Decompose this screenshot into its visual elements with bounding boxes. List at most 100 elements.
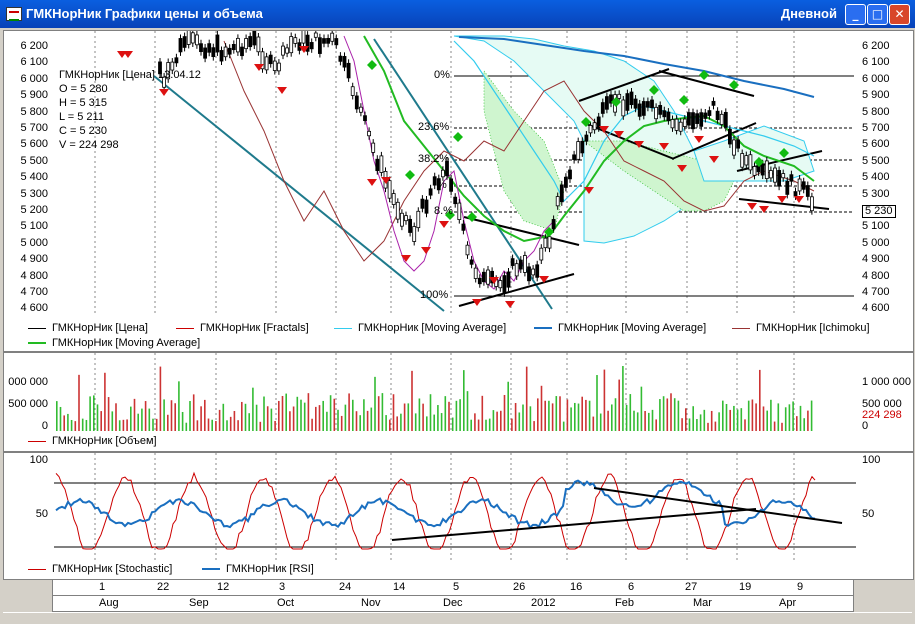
volume-chart-pane[interactable]: 000 000 500 000 0 1 000 000 500 000 224 … [3,352,914,452]
minimize-button[interactable]: _ [845,4,866,25]
volume-bar [807,410,809,431]
candle-body [596,116,601,129]
price-chart-canvas[interactable] [4,31,911,349]
fractal-up-marker [729,80,739,90]
candle-body [666,111,671,122]
candle-body [342,56,347,68]
candle-body [691,112,695,130]
candle-body [162,76,167,88]
price-legend-item: ГМКНорНик [Moving Average] [334,322,506,334]
price-right-tick: 4 900 [862,253,890,266]
candle-body [769,170,773,179]
candle-body [744,155,749,166]
volume-bar [759,369,761,431]
volume-bar [244,403,247,431]
candle-body [486,269,490,285]
candle-body [170,61,175,71]
volume-bar [207,418,210,431]
info-high: H = 5 315 [59,97,108,109]
volume-bar [525,366,528,431]
volume-bar [500,410,502,431]
candle-body [252,31,257,46]
fractal-down-marker [614,131,624,138]
volume-bar [89,396,91,431]
volume-bar [133,398,136,431]
close-button[interactable]: ✕ [889,4,910,25]
candle-body [584,134,589,142]
fractal-down-marker [401,255,411,262]
candle-body [547,236,552,249]
price-chart-pane[interactable]: ГМКНорНик [Цена] 13.04.12 O = 5 280 H = … [3,30,914,352]
volume-bar [707,422,709,431]
volume-bar [93,395,95,431]
volume-bar [266,406,269,431]
volume-bar [170,400,173,431]
info-close: C = 5 230 [59,125,108,137]
maximize-button[interactable]: □ [867,4,888,25]
volume-bar [311,418,313,431]
price-right-tick: 5 700 [862,122,890,134]
volume-bar [455,400,458,431]
candle-body [535,264,540,278]
window-titlebar[interactable]: ГМКНорНик Графики цены и объема Дневной … [0,0,915,28]
volume-bar [81,418,84,431]
fractal-down-marker [709,156,719,163]
oscillator-chart-canvas[interactable] [4,453,911,563]
candle-body [219,50,224,62]
volume-bar [714,421,717,431]
candle-body [564,176,568,188]
volume-bar [773,421,776,431]
volume-bar [799,405,802,431]
volume-bar [588,400,591,431]
volume-bar [581,396,583,431]
candle-body [609,94,613,104]
candle-body [699,112,704,127]
candle-body [256,36,261,53]
candle-body [625,93,630,111]
fractal-up-marker [405,170,415,180]
vol-left-tick-1m: 000 000 [8,376,48,388]
candle-body [506,271,511,288]
candle-body [773,167,777,183]
volume-bar [137,413,139,431]
price-candles [158,31,814,297]
volume-bar [163,399,165,431]
candle-body [801,181,806,190]
candle-body [646,101,650,108]
candle-body [281,45,285,56]
price-legend-item: ГМКНорНик [Moving Average] [534,322,706,334]
volume-bar [118,420,121,431]
legend-swatch [28,440,46,442]
volume-bar [433,414,435,431]
oscillator-chart-pane[interactable]: 100 50 100 50 ГМКНорНик [Stochastic] ГМК… [3,452,914,580]
candle-body [527,266,531,282]
volume-bar [762,406,765,431]
candle-body [453,196,458,205]
volume-bar [422,403,424,431]
price-right-tick: 5 400 [862,171,890,184]
volume-bar [359,415,361,431]
fractal-up-marker [699,70,709,80]
rsi-legend-item: ГМКНорНик [RSI] [202,563,314,575]
horizontal-scrollbar[interactable] [3,612,912,623]
month-tick-label: Aug [99,597,119,609]
volume-bar [625,405,628,431]
volume-chart-canvas[interactable] [4,353,911,449]
stochastic-legend-item: ГМКНорНик [Stochastic] [28,563,172,575]
candle-body [477,277,482,285]
volume-bar [448,401,450,431]
volume-bar [322,400,324,431]
volume-bar [677,400,680,431]
candle-body [330,32,335,42]
day-tick-label: 16 [570,581,583,593]
fibo-lines [454,75,854,297]
volume-bar [570,407,572,431]
volume-bar [285,393,287,431]
candle-body [211,47,216,58]
candle-body [682,118,687,127]
price-left-tick: 5 100 [20,220,48,233]
volume-bar [766,410,768,431]
fractal-down-marker [694,136,704,143]
volume-bar [307,393,310,431]
price-left-tick: 5 700 [20,122,48,134]
